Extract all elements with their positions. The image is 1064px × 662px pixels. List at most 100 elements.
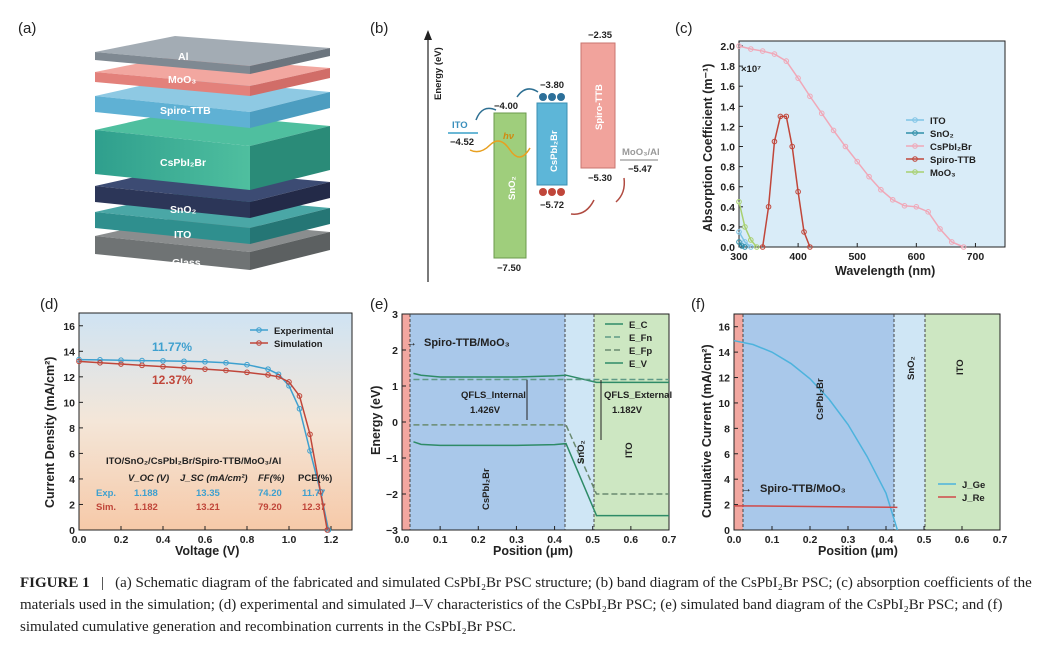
plot-d-exp-point bbox=[265, 366, 271, 372]
layer-label-glass: Glass bbox=[172, 257, 201, 269]
region-f-perovskite bbox=[743, 314, 894, 530]
plot-c-series-0-point bbox=[866, 173, 872, 180]
plot-e-ytick-label: −3 bbox=[386, 525, 398, 537]
plot-c-ytick-label: 1.0 bbox=[720, 142, 735, 154]
plot-c-ytick-label: 1.2 bbox=[720, 121, 735, 133]
panel-b-label: (b) bbox=[370, 20, 388, 37]
plot-d-sim-point bbox=[76, 358, 82, 365]
arrow-f-icon: → bbox=[741, 483, 752, 495]
plot-d-sim-point bbox=[139, 362, 145, 369]
row-sim-jsc: 13.21 bbox=[196, 502, 220, 513]
panel-c-label: (c) bbox=[675, 20, 693, 37]
plot-d-exp-point bbox=[160, 358, 166, 364]
plot-d-xtick-label: 1.2 bbox=[324, 534, 339, 546]
plot-f-xtick-label: 0.4 bbox=[879, 534, 894, 546]
plot-d-sim-point bbox=[286, 379, 292, 385]
layer-label-perovskite: CsPbI₂Br bbox=[160, 157, 206, 169]
spiro-vb: −5.30 bbox=[588, 173, 612, 184]
plot-f-jre-line bbox=[733, 505, 898, 509]
plot-d-legend-swatch-marker bbox=[256, 340, 262, 346]
plot-c-series-0-point bbox=[795, 75, 801, 81]
row-sim-label: Sim. bbox=[96, 502, 116, 513]
plot-d-sim-point bbox=[223, 367, 229, 374]
plot-e-xtick-label: 0.1 bbox=[433, 534, 448, 546]
plot-f-ytick-label: 10 bbox=[718, 398, 730, 410]
plot-e-ytick-label: 3 bbox=[392, 309, 398, 321]
panel-a-label: (a) bbox=[18, 20, 36, 37]
plot-c-ytick-label: 0.2 bbox=[720, 222, 735, 234]
sno2-vb: −7.50 bbox=[497, 263, 521, 274]
plot-e-legend-text: E_V bbox=[629, 359, 648, 370]
plot-e-spiro-label: Spiro-TTB/MoO₃ bbox=[424, 337, 510, 349]
plot-f-ytick-label: 6 bbox=[724, 449, 730, 461]
spiro-band bbox=[580, 42, 616, 169]
plot-f-ytick-label: 2 bbox=[724, 500, 730, 512]
row-exp-ff: 74.20 bbox=[258, 488, 282, 499]
plot-c-legend-text: Spiro-TTB bbox=[930, 155, 976, 166]
plot-f-spiro-label: Spiro-TTB/MoO₃ bbox=[760, 483, 846, 495]
plot-c-legend: ITO SnO₂ CsPbI₂Br Spiro-TTB MoO₃ bbox=[906, 116, 976, 179]
layer-label-al: Al bbox=[178, 51, 189, 63]
plot-c-legend-text: SnO₂ bbox=[930, 129, 954, 140]
plot-f-xtick-label: 0.1 bbox=[765, 534, 780, 546]
plot-f-xtick-label: 0.6 bbox=[955, 534, 970, 546]
plot-d-xtick-label: 1.0 bbox=[282, 534, 297, 546]
plot-c-series-1-point bbox=[765, 204, 772, 210]
plot-c-legend-swatch-marker bbox=[912, 169, 918, 175]
plot-e-ylabel: Energy (eV) bbox=[369, 386, 383, 455]
plot-f-xtick-label: 0.0 bbox=[727, 534, 742, 546]
plot-e-ticks: 0.0 0.1 0.2 0.3 0.4 0.5 0.6 0.7 3 2 1 0 −1 −2 −3 bbox=[386, 309, 676, 546]
plot-e-series-2-line bbox=[413, 424, 669, 495]
plot-c-ytick-label: 1.8 bbox=[720, 61, 735, 73]
plot-d-sim-point bbox=[307, 431, 313, 438]
plot-d-sim-point bbox=[275, 374, 282, 380]
plot-f-ytick-label: 16 bbox=[718, 322, 730, 334]
plot-f-xtick-label: 0.5 bbox=[917, 534, 932, 546]
plot-e-legend-text: E_Fp bbox=[629, 346, 652, 357]
plot-e-xtick-label: 0.3 bbox=[509, 534, 524, 546]
plot-c-legend-text: MoO₃ bbox=[930, 168, 956, 179]
plot-c-series-4-line bbox=[738, 201, 758, 248]
plot-d-xtick-label: 0.6 bbox=[198, 534, 213, 546]
caption-head: FIGURE 1 bbox=[20, 575, 90, 591]
perovskite-name: CsPbI₂Br bbox=[549, 130, 560, 172]
arrow-e-icon: → bbox=[406, 337, 417, 349]
plot-f-xlabel: Position (μm) bbox=[818, 544, 898, 558]
region-f-sno2 bbox=[894, 314, 925, 530]
panel-d: (d) 0.0 0.2 0.4 0.6 0.8 1.0 1.2 0 2 4 6 8 10 12 14 16 E… bbox=[40, 296, 353, 558]
plot-c-series-1-point bbox=[783, 113, 790, 120]
plot-c-xtick-label: 500 bbox=[848, 251, 866, 263]
plot-c-series-0-point bbox=[736, 43, 742, 49]
electron-transfer-arrow-1 bbox=[475, 107, 497, 121]
panel-f-label: (f) bbox=[691, 296, 705, 313]
plot-e-xtick-label: 0.2 bbox=[471, 534, 486, 546]
plot-c-legend-swatch-marker bbox=[912, 130, 918, 136]
row-sim-voc: 1.182 bbox=[134, 502, 158, 513]
pce-sim-label: 12.37% bbox=[152, 373, 193, 387]
panel-a: (a) bbox=[18, 20, 330, 270]
plot-d-ylabel: Current Density (mA/cm²) bbox=[43, 357, 57, 508]
plot-c-series-1-point bbox=[759, 244, 766, 250]
electron-icon bbox=[548, 93, 556, 101]
plot-d-sim-point bbox=[244, 369, 250, 376]
region-perovskite bbox=[410, 314, 565, 530]
plot-d-xtick-label: 0.4 bbox=[156, 534, 171, 546]
hole-transfer-arrow-2 bbox=[615, 177, 626, 203]
plot-d-xtick-label: 0.2 bbox=[114, 534, 129, 546]
plot-d-exp-line bbox=[78, 358, 330, 531]
plot-c-ytick-label: 0.0 bbox=[720, 242, 735, 254]
plot-c-series-0-point bbox=[960, 244, 967, 250]
plot-f-ylabel: Cumulative Current (mA/cm²) bbox=[700, 344, 714, 518]
plot-f-series bbox=[733, 339, 899, 531]
plot-e-xlabel: Position (μm) bbox=[493, 544, 573, 558]
plot-f-ticks: 0.0 0.1 0.2 0.3 0.4 0.5 0.6 0.7 0 2 4 6 8 10 12 14 16 bbox=[718, 322, 1007, 546]
plot-c-series-0-point bbox=[901, 203, 908, 209]
plot-c-ytick-label: 1.4 bbox=[720, 101, 735, 113]
region-f-ito bbox=[925, 314, 1000, 530]
plot-c-multiplier: ×10⁷ bbox=[741, 64, 761, 75]
plot-f-legend-text: J_Re bbox=[962, 493, 985, 504]
plot-c-series-2-point bbox=[748, 244, 754, 250]
plot-d-legend-text: Experimental bbox=[274, 326, 334, 337]
perovskite-vb: −5.72 bbox=[540, 200, 564, 211]
region-f-spiro bbox=[734, 314, 743, 530]
